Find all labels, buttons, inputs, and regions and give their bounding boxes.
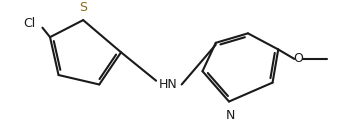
Text: S: S — [79, 1, 87, 14]
Text: O: O — [293, 52, 303, 65]
Text: Cl: Cl — [24, 17, 36, 30]
Text: N: N — [226, 109, 236, 122]
Text: HN: HN — [159, 78, 178, 91]
